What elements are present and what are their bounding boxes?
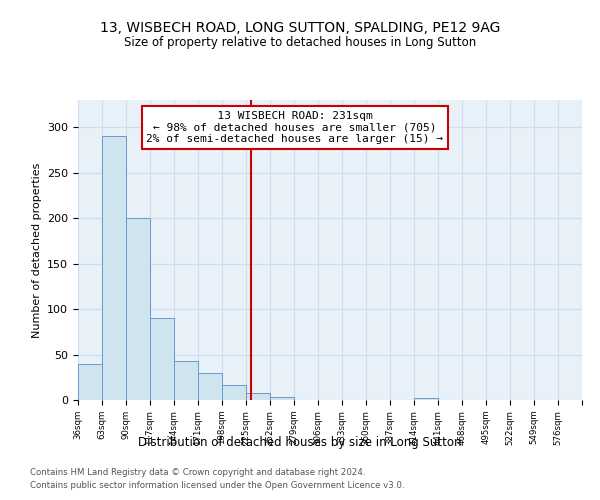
Bar [150,318,174,400]
Text: Contains public sector information licensed under the Open Government Licence v3: Contains public sector information licen… [30,482,404,490]
Bar [174,361,198,400]
Text: Contains HM Land Registry data © Crown copyright and database right 2024.: Contains HM Land Registry data © Crown c… [30,468,365,477]
Bar [78,364,102,400]
Text: Size of property relative to detached houses in Long Sutton: Size of property relative to detached ho… [124,36,476,49]
Bar [198,372,222,400]
Bar [126,218,150,400]
Bar [270,398,294,400]
Bar [222,386,246,400]
Bar [246,392,270,400]
Bar [102,136,126,400]
Text: Distribution of detached houses by size in Long Sutton: Distribution of detached houses by size … [138,436,462,449]
Text: 13 WISBECH ROAD: 231sqm  
← 98% of detached houses are smaller (705)
2% of semi-: 13 WISBECH ROAD: 231sqm ← 98% of detache… [146,111,443,144]
Text: 13, WISBECH ROAD, LONG SUTTON, SPALDING, PE12 9AG: 13, WISBECH ROAD, LONG SUTTON, SPALDING,… [100,20,500,34]
Y-axis label: Number of detached properties: Number of detached properties [32,162,41,338]
Bar [414,398,438,400]
